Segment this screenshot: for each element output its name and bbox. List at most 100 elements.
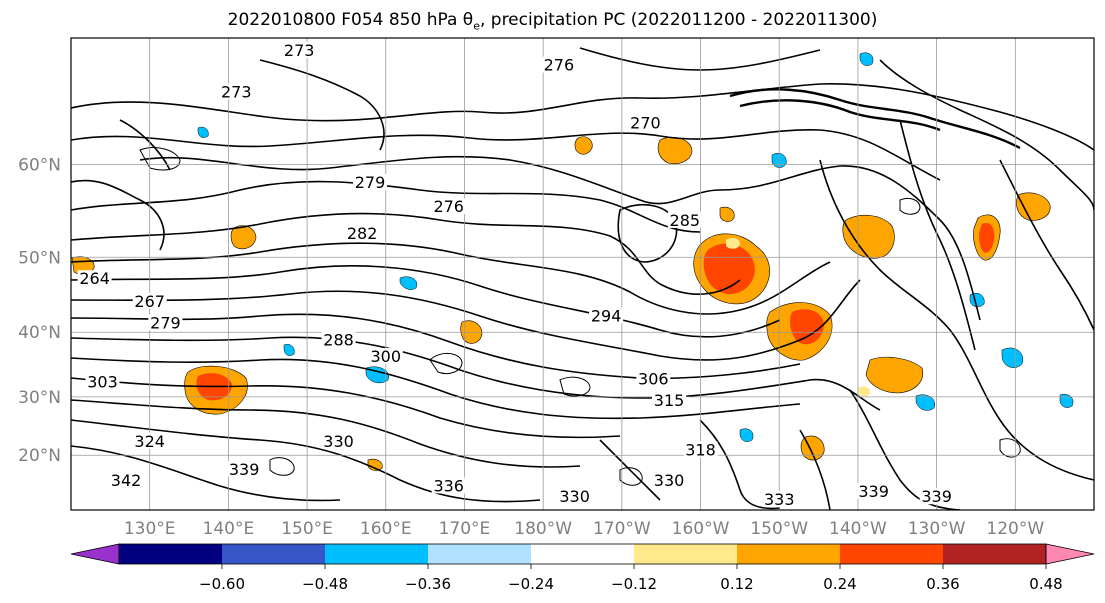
contour-label: 336 xyxy=(433,476,464,495)
contour-label: 276 xyxy=(433,197,464,216)
lat-label: 40°N xyxy=(18,323,61,343)
contour-label: 339 xyxy=(858,482,889,501)
colorbar-segment xyxy=(634,544,738,564)
precip-orange-small1 xyxy=(574,136,593,155)
colorbar-tick-label: 0.12 xyxy=(720,575,753,593)
map-frame xyxy=(70,37,1095,511)
lat-label: 50°N xyxy=(18,248,61,268)
contour-label-bg xyxy=(219,83,254,100)
colorbar-tick-label: −0.12 xyxy=(611,575,657,593)
contour-label: 306 xyxy=(638,369,669,388)
contour-label: 273 xyxy=(221,83,252,102)
precip-orange-ne xyxy=(842,214,895,259)
contour-label: 285 xyxy=(670,211,701,230)
contour-label: 339 xyxy=(921,487,952,506)
precip-yellow-2 xyxy=(858,386,871,397)
contour-label: 303 xyxy=(87,373,118,392)
lon-label: 170°W xyxy=(593,519,651,539)
precip-yellow-1 xyxy=(726,237,740,249)
precip-orange-bc xyxy=(1016,192,1051,221)
colorbar-tick-label: 0.48 xyxy=(1029,575,1062,593)
contour-label-bg xyxy=(345,225,380,242)
contour-label: 276 xyxy=(544,55,575,74)
contour-label-bg xyxy=(667,211,702,228)
colorbar-tick-label: −0.24 xyxy=(508,575,554,593)
latitude-labels: 60°N 50°N 40°N 30°N 20°N xyxy=(18,156,61,467)
contour-label-bg xyxy=(431,198,466,215)
colorbar-tick-label: 0.24 xyxy=(823,575,856,593)
lon-label: 180°W xyxy=(514,519,572,539)
lon-label: 130°W xyxy=(908,519,966,539)
contour-label-bg xyxy=(762,490,797,507)
contour-label: 279 xyxy=(150,313,181,332)
colorbar-segment xyxy=(737,544,841,564)
lon-label: 140°W xyxy=(829,519,887,539)
contour-label-bg xyxy=(321,331,356,348)
contour-label-bg xyxy=(109,471,144,488)
contour-label: 273 xyxy=(284,41,315,60)
contour-label-bg xyxy=(628,114,663,131)
colorbar-segment xyxy=(222,544,326,564)
precip-orange-small3 xyxy=(800,435,825,461)
map-title: 2022010800 F054 850 hPa θe, precipitatio… xyxy=(0,10,1105,32)
colorbar-tick-label: 0.36 xyxy=(926,575,959,593)
precip-red-east xyxy=(790,309,824,345)
lat-label: 60°N xyxy=(18,156,61,176)
colorbar-tick-label: −0.60 xyxy=(199,575,245,593)
colorbar-segment xyxy=(943,544,1047,564)
graticule xyxy=(71,38,1094,510)
precip-shading xyxy=(71,136,1051,471)
contour-label-bg xyxy=(431,477,466,494)
contour-label: 324 xyxy=(134,432,165,451)
theta-e-contours-thin xyxy=(139,147,1021,486)
contour-label-bg xyxy=(132,292,167,309)
contour-label: 294 xyxy=(591,306,622,325)
lon-label: 160°E xyxy=(360,519,412,539)
lon-label: 160°W xyxy=(672,519,730,539)
colorbar-outline xyxy=(118,543,1047,565)
contour-label: 333 xyxy=(764,490,795,509)
theta-e-contours xyxy=(71,47,1094,510)
contour-label: 288 xyxy=(323,330,354,349)
colorbar-extend-low xyxy=(70,543,120,565)
precip-orange-japan xyxy=(230,225,257,250)
colorbar-segment xyxy=(428,544,532,564)
contour-label-bg xyxy=(919,488,954,505)
title-prefix: 2022010800 F054 850 hPa θ xyxy=(227,10,474,30)
contour-label: 330 xyxy=(323,432,354,451)
colorbar-segment xyxy=(531,544,635,564)
colorbar-tick-label: −0.36 xyxy=(405,575,451,593)
title-subscript: e xyxy=(473,19,480,33)
contour-label: 318 xyxy=(685,440,716,459)
contour-label-bg xyxy=(353,174,388,191)
contour-label-bg xyxy=(652,471,687,488)
contour-label: 315 xyxy=(654,391,685,410)
contour-label: 264 xyxy=(79,269,110,288)
lat-label: 20°N xyxy=(18,446,61,466)
precip-orange-se xyxy=(865,356,924,394)
colorbar-extend-high xyxy=(1045,543,1095,565)
map-area: 273 273 276 270 279 276 282 285 264 267 279 288 300 2… xyxy=(71,38,1094,510)
contour-labels: 273 273 276 270 279 276 282 285 264 267 279 288 300 2… xyxy=(77,41,954,509)
lat-label: 30°N xyxy=(18,388,61,408)
contour-label: 330 xyxy=(654,471,685,490)
lon-label: 120°W xyxy=(986,519,1044,539)
colorbar: −0.60 −0.48 −0.36 −0.24 −0.12 0.12 0.24 0.36 0.4… xyxy=(70,543,1095,593)
lon-label: 130°E xyxy=(124,519,176,539)
longitude-labels: 130°E 140°E 150°E 160°E 170°E 180°W 170°W 160°W… xyxy=(124,519,1045,539)
contour-label: 267 xyxy=(134,292,165,311)
lon-label: 150°W xyxy=(750,519,808,539)
contour-label-bg xyxy=(282,42,317,59)
contour-label-bg xyxy=(148,314,183,331)
contour-label: 300 xyxy=(370,347,401,366)
contour-label-bg xyxy=(321,432,356,449)
colorbar-segment xyxy=(840,544,944,564)
colorbar-tick-label: −0.48 xyxy=(302,575,348,593)
contour-label-bg xyxy=(85,373,120,390)
contour-label: 282 xyxy=(347,224,378,243)
contour-label-bg xyxy=(132,432,167,449)
contour-label-bg xyxy=(541,56,576,73)
contour-label: 339 xyxy=(229,460,260,479)
precip-red-central xyxy=(703,243,755,295)
